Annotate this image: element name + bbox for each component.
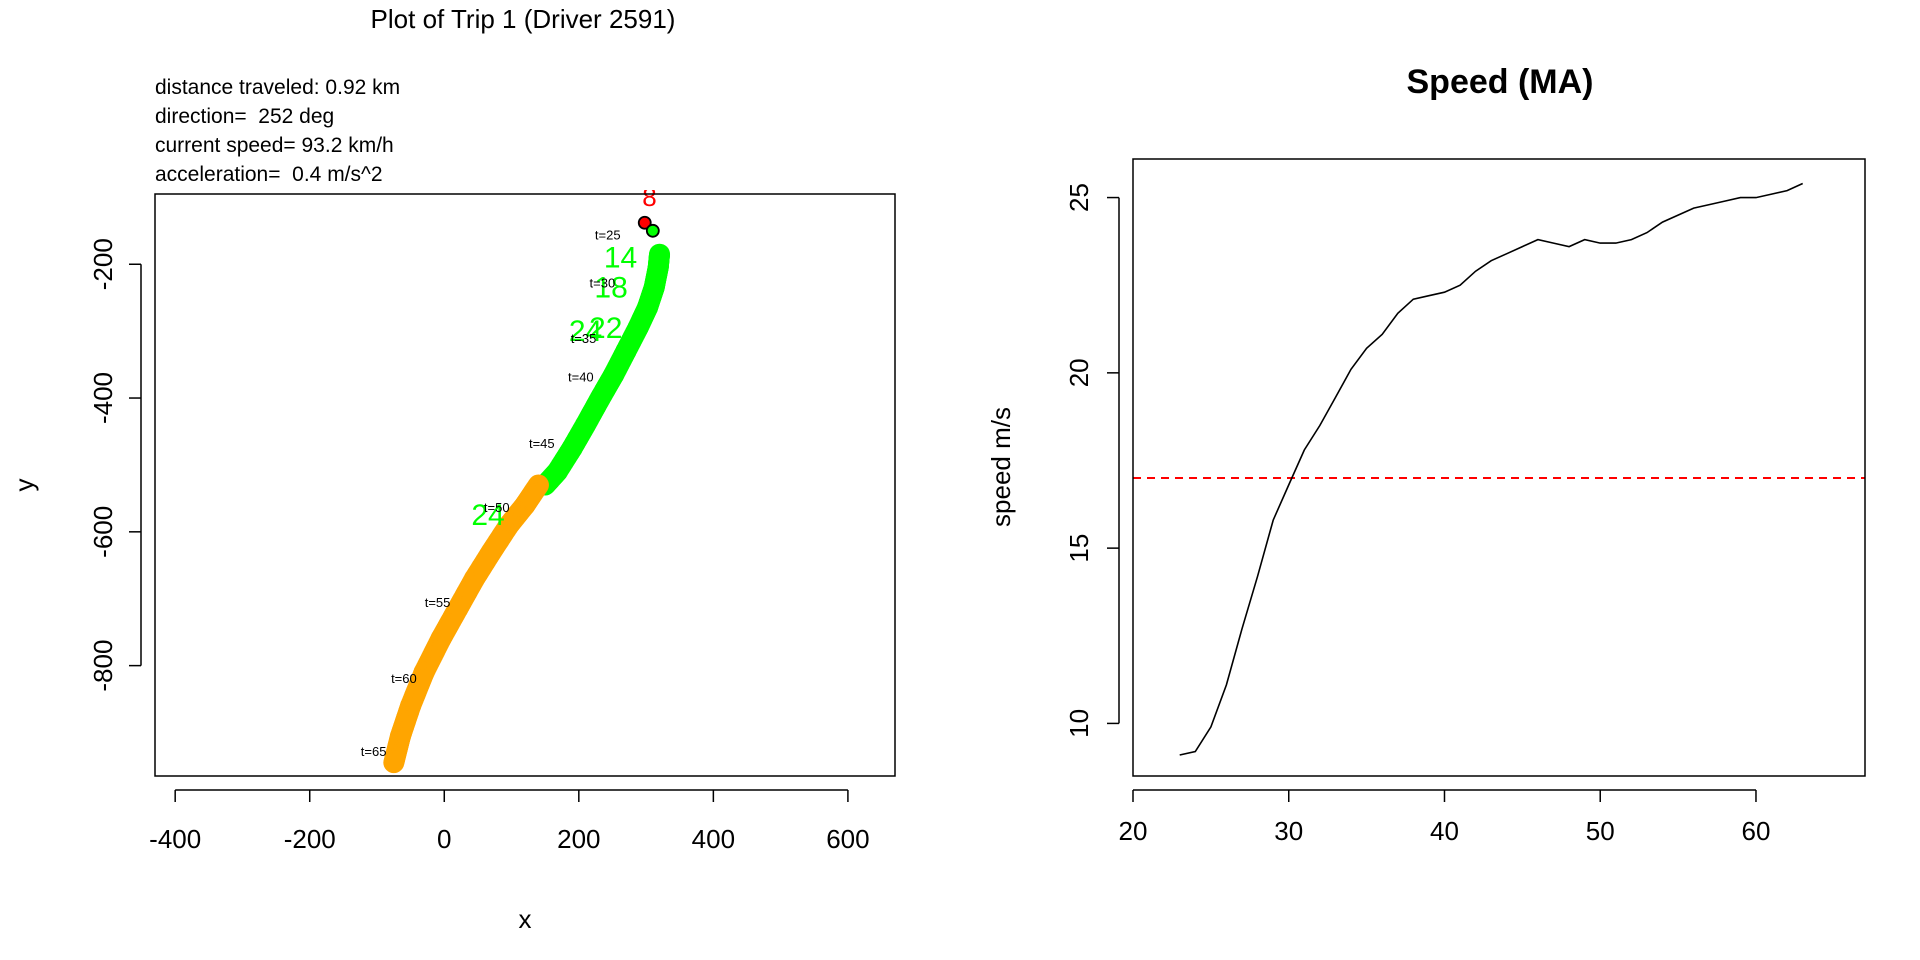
green-number-label: 18 bbox=[594, 272, 627, 305]
speed-y-axis-label: speed m/s bbox=[986, 407, 1016, 527]
x-tick-label: -200 bbox=[284, 824, 336, 854]
end-marker bbox=[645, 223, 660, 238]
info-speed: current speed= 93.2 km/h bbox=[155, 134, 394, 157]
trip-plot-panel: Plot of Trip 1 (Driver 2591) distance tr… bbox=[9, 4, 896, 934]
trip-route-marks: 1418242224t=25t=30t=35t=40t=45t=50t=55t=… bbox=[361, 182, 671, 774]
speed-series-marks bbox=[1133, 182, 1865, 756]
start-marker bbox=[637, 215, 652, 230]
time-label: t=65 bbox=[361, 744, 387, 759]
green-number-label: 24 bbox=[471, 499, 504, 532]
x-tick-label: 50 bbox=[1586, 816, 1615, 846]
speed-plot-panel: Speed (MA) 20 30 40 50 60 10 15 20 25 speed m/s bbox=[986, 63, 1866, 846]
time-label: t=40 bbox=[568, 369, 594, 384]
trip-y-axis: -200 -400 -600 -800 bbox=[88, 238, 142, 692]
x-tick-label: 400 bbox=[692, 824, 735, 854]
time-label: t=45 bbox=[529, 436, 555, 451]
route-point-orange bbox=[383, 752, 405, 774]
x-tick-label: 40 bbox=[1430, 816, 1459, 846]
time-label: t=55 bbox=[425, 595, 451, 610]
time-label: t=60 bbox=[391, 671, 417, 686]
green-number-label: 22 bbox=[589, 312, 622, 345]
x-tick-label: 0 bbox=[437, 824, 451, 854]
y-tick-label: -200 bbox=[88, 238, 118, 290]
time-label: t=35 bbox=[571, 331, 597, 346]
speed-x-axis: 20 30 40 50 60 bbox=[1119, 789, 1771, 846]
x-tick-label: 600 bbox=[826, 824, 869, 854]
y-tick-label: -800 bbox=[88, 640, 118, 692]
time-label: t=25 bbox=[595, 227, 621, 242]
y-tick-label: 25 bbox=[1064, 183, 1094, 212]
trip-plot-title: Plot of Trip 1 (Driver 2591) bbox=[371, 4, 676, 34]
x-tick-label: 200 bbox=[557, 824, 600, 854]
speed-plot-title: Speed (MA) bbox=[1407, 63, 1594, 101]
x-tick-label: 20 bbox=[1119, 816, 1148, 846]
trip-x-axis-label: x bbox=[519, 904, 532, 934]
x-tick-label: -400 bbox=[149, 824, 201, 854]
y-tick-label: 20 bbox=[1064, 358, 1094, 387]
trip-x-axis: -400 -200 0 200 400 600 bbox=[149, 789, 870, 854]
green-number-label: 24 bbox=[569, 315, 602, 348]
speed-plot-frame bbox=[1132, 158, 1866, 777]
trip-y-axis-label: y bbox=[9, 479, 39, 492]
y-tick-label: -600 bbox=[88, 506, 118, 558]
red-number-label: 8 bbox=[642, 182, 656, 212]
info-distance: distance traveled: 0.92 km bbox=[155, 76, 400, 99]
time-label: t=30 bbox=[590, 276, 616, 291]
y-tick-label: -400 bbox=[88, 372, 118, 424]
info-acceleration: acceleration= 0.4 m/s^2 bbox=[155, 163, 383, 186]
trip-info-block: distance traveled: 0.92 km direction= 25… bbox=[155, 76, 400, 186]
speed-y-axis: 10 15 20 25 bbox=[1064, 183, 1120, 738]
speed-series-line bbox=[1179, 182, 1804, 756]
info-direction: direction= 252 deg bbox=[155, 105, 334, 128]
y-tick-label: 15 bbox=[1064, 534, 1094, 563]
x-tick-label: 60 bbox=[1742, 816, 1771, 846]
trip-plot-frame bbox=[154, 193, 896, 777]
y-tick-label: 10 bbox=[1064, 709, 1094, 738]
time-label: t=50 bbox=[484, 500, 510, 515]
x-tick-label: 30 bbox=[1274, 816, 1303, 846]
green-number-label: 14 bbox=[604, 242, 637, 275]
